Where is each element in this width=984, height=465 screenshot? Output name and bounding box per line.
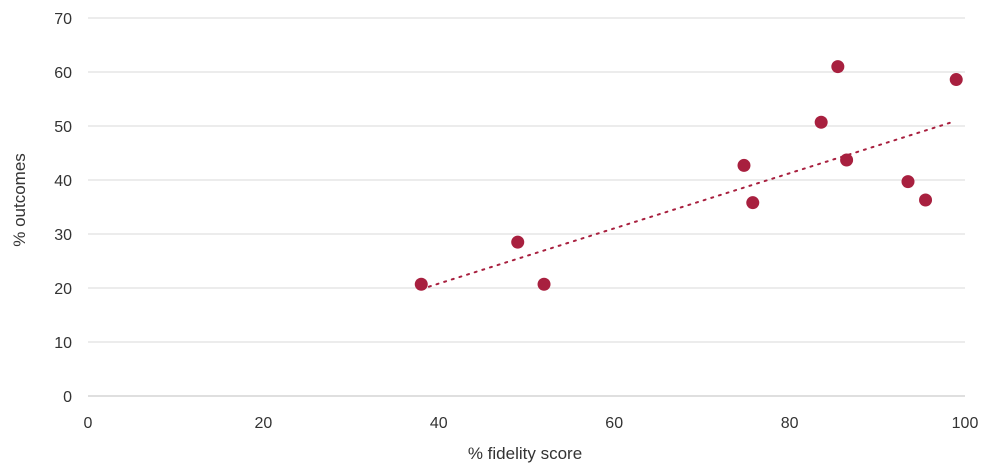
x-tick-label: 80: [781, 415, 799, 432]
y-tick-label: 50: [54, 119, 72, 136]
y-tick-label: 20: [54, 281, 72, 298]
data-point: [737, 158, 751, 172]
trendline-group: [420, 121, 953, 291]
x-tick-label: 0: [84, 415, 93, 432]
x-tick-label: 60: [605, 415, 623, 432]
y-tick-label: 70: [54, 11, 72, 28]
y-tick-label: 0: [63, 389, 72, 406]
data-point: [919, 193, 933, 207]
data-point: [831, 60, 845, 74]
y-tick-label: 40: [54, 173, 72, 190]
x-axis-ticks: 0 20 40 60 80 100: [84, 415, 979, 432]
gridlines: [88, 17, 965, 397]
data-point: [840, 153, 854, 167]
data-point: [414, 277, 428, 291]
trendline: [420, 121, 953, 291]
data-point: [901, 175, 915, 189]
x-tick-label: 20: [255, 415, 273, 432]
data-point: [746, 196, 760, 210]
x-tick-label: 100: [952, 415, 979, 432]
x-tick-label: 40: [430, 415, 448, 432]
data-point: [511, 235, 525, 249]
data-point: [537, 277, 551, 291]
x-axis-title: % fidelity score: [468, 444, 582, 463]
data-point: [949, 73, 963, 87]
data-points: [414, 60, 963, 291]
y-tick-label: 60: [54, 65, 72, 82]
y-tick-label: 30: [54, 227, 72, 244]
y-axis-ticks: 0 10 20 30 40 50 60 70: [54, 11, 72, 406]
y-tick-label: 10: [54, 335, 72, 352]
data-point: [814, 115, 828, 129]
y-axis-title: % outcomes: [10, 153, 29, 247]
